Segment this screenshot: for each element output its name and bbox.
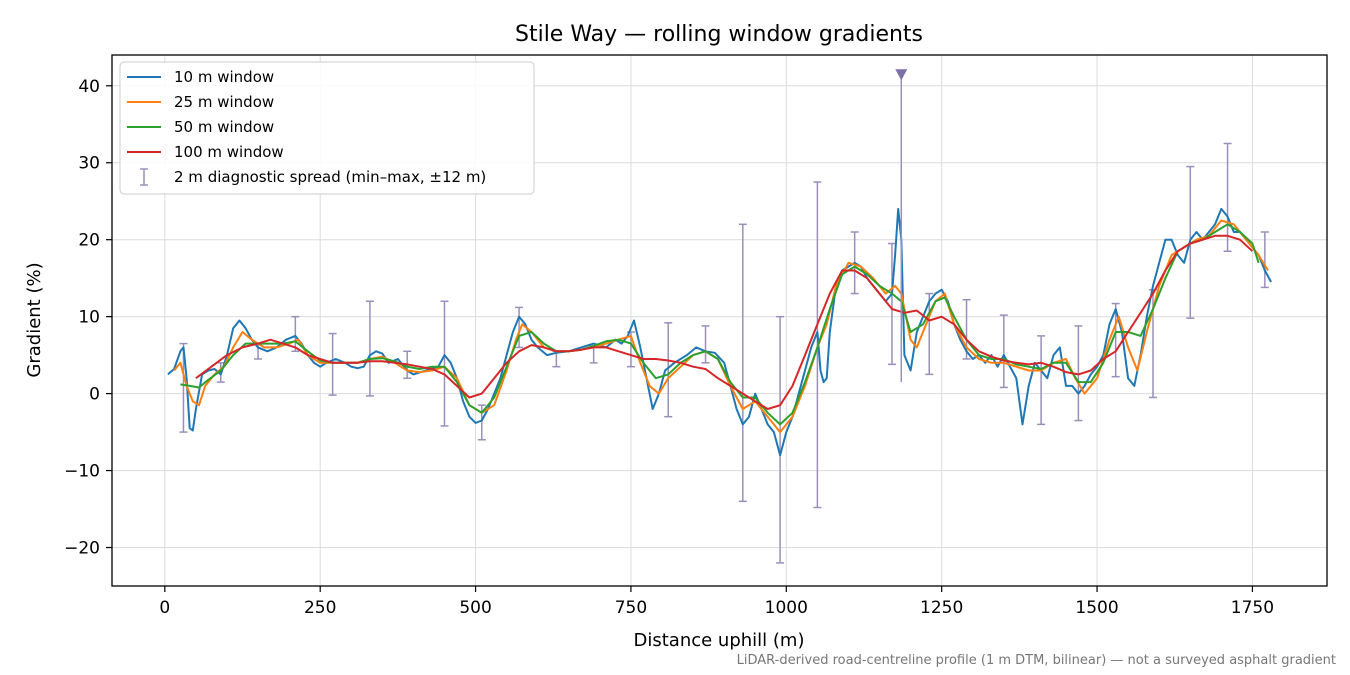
error-bar (1111, 302, 1120, 378)
error-bar (925, 292, 934, 376)
legend-label: 10 m window (174, 68, 274, 86)
error-bars (179, 142, 1269, 564)
legend-label: 2 m diagnostic spread (min–max, ±12 m) (174, 168, 486, 186)
legend-label: 25 m window (174, 93, 274, 111)
legend: 10 m window 25 m window 50 m window 100 m w… (119, 61, 535, 195)
error-bar (962, 298, 971, 360)
legend-label: 100 m window (174, 143, 284, 161)
x-tick-label: 750 (615, 598, 647, 618)
y-axis-label: Gradient (%) (24, 262, 45, 377)
y-tick-label: 10 (78, 308, 100, 328)
x-axis-ticks: 0 250 500 750 1000 1250 1500 1750 (159, 586, 1274, 618)
x-tick-label: 250 (304, 598, 336, 618)
error-bar (664, 322, 673, 418)
error-bar (440, 300, 449, 427)
x-tick-label: 1250 (920, 598, 963, 618)
error-bar (179, 342, 188, 433)
x-axis-label: Distance uphill (m) (634, 630, 805, 651)
y-tick-label: 40 (78, 77, 100, 97)
x-tick-label: 1000 (765, 598, 808, 618)
error-bar (1260, 231, 1269, 289)
error-bar (477, 404, 486, 441)
legend-label: 50 m window (174, 118, 274, 136)
error-bar (887, 242, 896, 366)
y-tick-label: −10 (64, 462, 100, 482)
x-tick-label: 0 (159, 598, 170, 618)
error-bar (291, 315, 300, 353)
error-bar (999, 314, 1008, 389)
plot-frame (111, 54, 1328, 587)
y-axis-ticks: −20 −10 0 10 20 30 40 (64, 77, 112, 559)
error-bar (515, 306, 524, 349)
x-tick-label: 1750 (1231, 598, 1274, 618)
error-bar (1074, 325, 1083, 422)
x-tick-label: 500 (459, 598, 491, 618)
marker-triangle (895, 69, 908, 81)
error-bar (1223, 142, 1232, 252)
y-tick-label: 0 (89, 385, 100, 405)
error-bar (328, 332, 337, 396)
error-bar (776, 315, 785, 564)
series-line-3 (195, 234, 1254, 410)
footnote: LiDAR-derived road-centreline profile (1… (737, 653, 1336, 668)
error-bar (1037, 335, 1046, 426)
chart-title: Stile Way — rolling window gradients (515, 22, 923, 47)
series-lines (167, 207, 1272, 457)
y-tick-label: 20 (78, 231, 100, 251)
error-bar (701, 325, 710, 364)
x-tick-label: 1500 (1075, 598, 1118, 618)
error-bar (738, 223, 747, 503)
legend-box (119, 61, 535, 195)
y-tick-label: −20 (64, 539, 100, 559)
y-tick-label: 30 (78, 154, 100, 174)
series-line-0 (167, 207, 1272, 457)
peak-marker (895, 69, 908, 383)
series-line-1 (173, 219, 1269, 434)
error-bar (365, 300, 374, 397)
